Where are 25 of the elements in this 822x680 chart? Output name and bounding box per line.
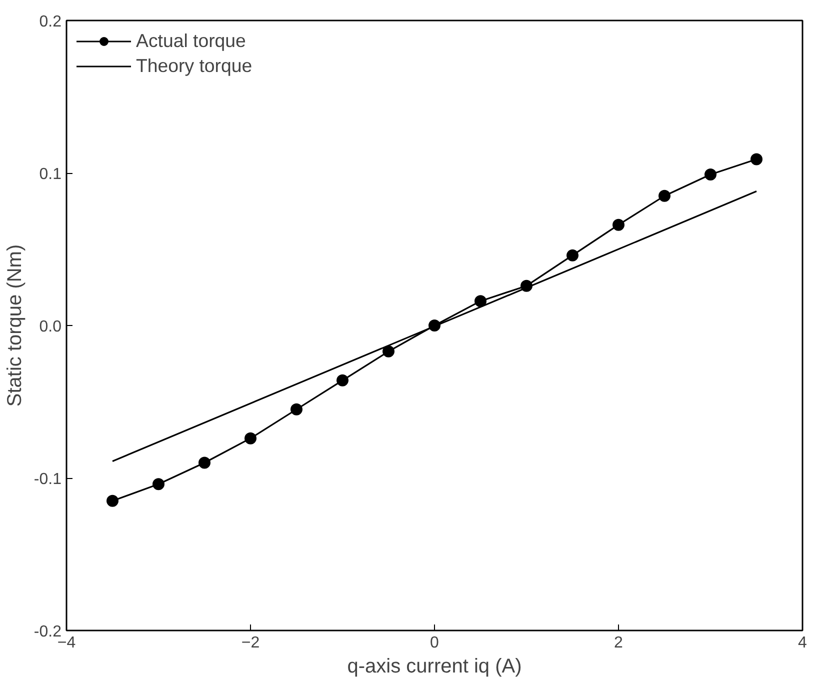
point bbox=[658, 190, 670, 202]
point bbox=[612, 218, 624, 231]
point bbox=[704, 168, 716, 181]
point bbox=[152, 478, 164, 490]
point bbox=[106, 494, 118, 507]
point bbox=[382, 345, 394, 358]
point bbox=[244, 432, 256, 444]
x-axis-title: q-axis current iq (A) bbox=[347, 656, 522, 678]
y-tick-label: 0.2 bbox=[39, 14, 62, 30]
point bbox=[336, 374, 348, 386]
point bbox=[198, 456, 210, 469]
legend-label: Theory torque bbox=[136, 55, 252, 77]
point bbox=[290, 403, 302, 416]
y-tick-label: -0.1 bbox=[34, 471, 62, 488]
point bbox=[750, 153, 762, 166]
y-tick-label: 0.1 bbox=[39, 166, 62, 183]
x-tick-label: 0 bbox=[430, 634, 440, 652]
y-tick-label: 0.0 bbox=[39, 318, 62, 336]
x-tick-label: 2 bbox=[614, 634, 624, 652]
point bbox=[566, 249, 578, 262]
point bbox=[474, 295, 486, 308]
x-tick-label: 4 bbox=[798, 634, 808, 652]
legend-label: Actual torque bbox=[136, 30, 246, 52]
x-tick-label: −2 bbox=[241, 634, 260, 652]
y-axis-title: Static torque (Nm) bbox=[4, 244, 26, 407]
